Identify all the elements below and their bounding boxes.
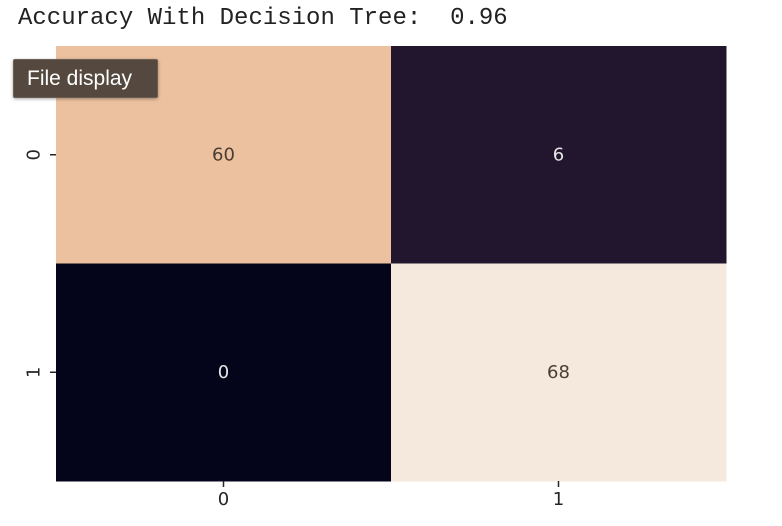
heatmap-cell-value-r1-c1: 68 <box>547 362 570 383</box>
y-tick-label: 0 <box>24 149 45 160</box>
heatmap-cell-r0-c1 <box>391 46 727 264</box>
accuracy-output-text: Accuracy With Decision Tree: 0.96 <box>18 5 508 32</box>
heatmap-ticks: 0 1 0 1 <box>24 149 565 510</box>
y-tick-label: 1 <box>24 367 45 378</box>
x-tick-label: 0 <box>218 489 229 510</box>
file-display-tooltip: File display <box>13 59 158 98</box>
heatmap-cells <box>56 46 727 482</box>
heatmap-cell-value-r1-c0: 0 <box>218 362 229 383</box>
heatmap-cell-r1-c0 <box>56 263 392 482</box>
x-tick-label: 1 <box>553 489 564 510</box>
heatmap-cell-value-r0-c0: 60 <box>212 144 235 165</box>
heatmap-cell-r1-c1 <box>391 263 727 482</box>
heatmap-cell-labels: 60 60 68 <box>212 144 570 383</box>
heatmap-cell-value-r0-c1: 6 <box>553 144 564 165</box>
